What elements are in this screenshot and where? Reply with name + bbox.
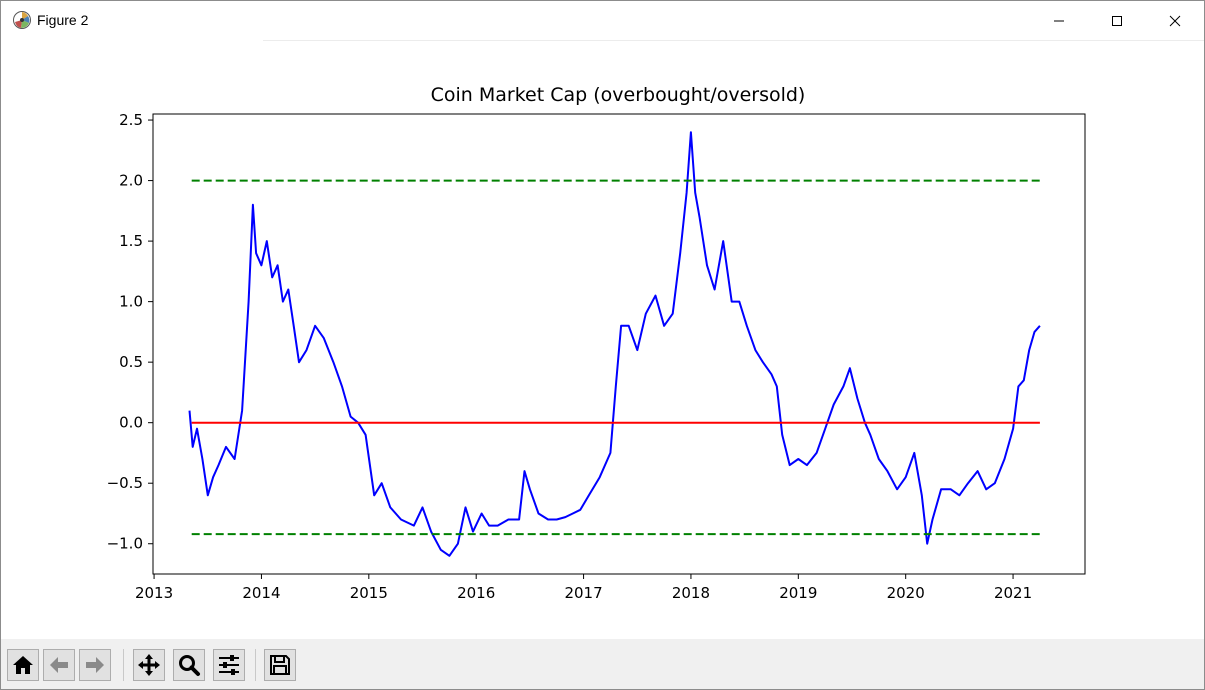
title-bar[interactable]: Figure 2 [1,1,1204,40]
plot-layer [188,131,1041,557]
toolbar-separator [123,649,124,681]
matplotlib-app-icon [12,10,32,30]
y-tick-label: 2.5 [119,111,143,129]
y-tick-label: 1.5 [119,232,143,250]
y-tick-label: 2.0 [119,172,143,190]
y-tick-label: 0.5 [119,353,143,371]
pan-button[interactable] [133,649,165,681]
toolbar-separator [255,649,256,681]
figure-canvas[interactable]: Coin Market Cap (overbought/oversold) 20… [1,41,1204,639]
maximize-button[interactable] [1088,1,1146,40]
x-tick-label: 2018 [672,584,710,602]
close-button[interactable] [1146,1,1204,40]
arrow-left-icon [50,657,68,673]
sliders-icon [219,655,239,675]
move-icon [138,654,160,676]
zoom-button[interactable] [173,649,205,681]
home-icon [13,656,33,674]
x-tick-label: 2015 [350,584,388,602]
configure-subplots-button[interactable] [213,649,245,681]
window-title: Figure 2 [37,12,89,28]
floppy-disk-icon [270,655,290,675]
y-tick-label: −1.0 [107,535,143,553]
navigation-toolbar [1,639,1204,689]
home-button[interactable] [7,649,39,681]
y-tick-label: 0.0 [119,414,143,432]
x-tick-label: 2013 [135,584,173,602]
magnifier-icon [179,655,200,676]
maximize-icon [1112,15,1122,26]
minimize-button[interactable] [1030,1,1088,40]
axis-ticks: 2013 2014 2015 2016 2017 2018 2019 2020 2021 −1.0… [107,111,1033,602]
x-tick-label: 2014 [242,584,280,602]
axes-frame [152,113,1086,575]
close-icon [1169,15,1181,26]
y-tick-label: −0.5 [107,474,143,492]
x-tick-label: 2019 [779,584,817,602]
series-line-1 [188,131,1041,557]
title-bar-divider [263,40,1204,41]
chart-title: Coin Market Cap (overbought/oversold) [431,84,806,106]
line-chart[interactable]: Coin Market Cap (overbought/oversold) 20… [1,41,1204,639]
forward-button[interactable] [79,649,111,681]
back-button[interactable] [43,649,75,681]
x-tick-label: 2021 [994,584,1032,602]
y-tick-label: 1.0 [119,293,143,311]
x-tick-label: 2020 [887,584,925,602]
x-tick-label: 2017 [564,584,602,602]
save-button[interactable] [264,649,296,681]
x-tick-label: 2016 [457,584,495,602]
arrow-right-icon [86,657,104,673]
minimize-icon [1054,20,1064,21]
